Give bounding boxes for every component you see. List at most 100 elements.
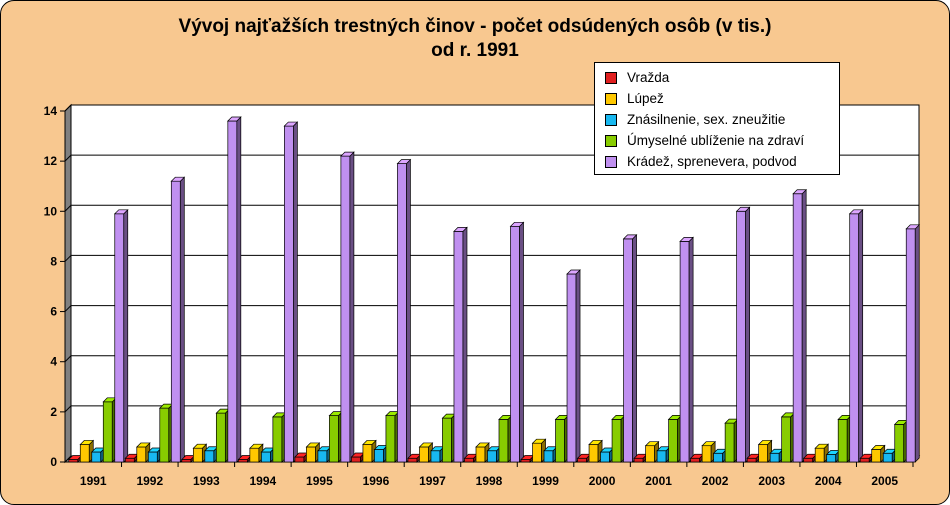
bar-front — [147, 451, 158, 463]
bar-front — [566, 273, 577, 463]
y-tick-label: 2 — [50, 405, 57, 419]
legend-item: Lúpež — [605, 88, 839, 109]
bar — [147, 447, 163, 463]
x-tick-label: 2001 — [645, 474, 672, 488]
legend-swatch — [605, 155, 617, 168]
chart-title: Vývoj najťažších trestných činov - počet… — [1, 15, 949, 63]
legend-swatch — [605, 134, 617, 147]
bar-front — [668, 419, 678, 463]
gridline-depth — [64, 405, 72, 413]
bar-front — [306, 446, 316, 463]
bar-front — [510, 225, 520, 463]
bar — [192, 443, 208, 463]
bar-side — [575, 269, 581, 463]
bar-front — [238, 459, 248, 463]
bar-top — [644, 441, 660, 447]
x-tick-label: 2005 — [871, 474, 898, 488]
bar — [430, 445, 445, 463]
bar-side — [858, 208, 864, 463]
bar-front — [453, 230, 464, 463]
bar — [905, 223, 921, 463]
bar-front — [623, 238, 633, 463]
y-tick-label: 10 — [44, 204, 58, 218]
bar-front — [170, 180, 181, 463]
bar-front — [679, 241, 690, 463]
legend-item: Vražda — [605, 67, 839, 88]
bar-side — [462, 226, 468, 463]
bar-front — [736, 210, 746, 463]
bar-front — [261, 451, 271, 463]
bar-top — [531, 438, 547, 444]
x-tick-label: 2004 — [815, 474, 842, 488]
x-tick-label: 2003 — [758, 474, 785, 488]
bar-front — [882, 452, 893, 463]
bar-front — [419, 446, 429, 463]
bar-top — [622, 234, 638, 240]
x-tick-label: 1994 — [250, 474, 277, 488]
bar-front — [430, 450, 441, 463]
x-tick-label: 1993 — [193, 474, 220, 488]
bar-front — [498, 419, 509, 463]
bar-side — [179, 176, 185, 463]
bar-front — [577, 457, 587, 463]
bar — [475, 442, 490, 463]
bar-side — [801, 188, 807, 463]
bar-front — [374, 449, 384, 463]
bar-front — [769, 452, 780, 463]
bar-top — [870, 445, 886, 450]
bar-top — [79, 440, 95, 445]
bar-front — [600, 451, 610, 463]
bar-front — [204, 450, 215, 463]
bar — [249, 443, 264, 463]
y-tick-label: 14 — [44, 104, 58, 118]
bar — [792, 188, 808, 463]
y-tick-label: 0 — [50, 455, 57, 469]
bar — [486, 445, 502, 463]
bar — [135, 442, 151, 463]
bar-front — [690, 457, 700, 463]
bar — [453, 226, 468, 463]
bar-front — [192, 447, 203, 463]
bar-top — [305, 442, 321, 448]
bar-front — [102, 401, 113, 463]
bar-front — [814, 447, 825, 463]
bar — [825, 449, 841, 463]
bar — [113, 208, 129, 463]
bar — [170, 176, 186, 463]
bar-front — [124, 457, 135, 463]
bar — [158, 403, 174, 463]
bar-front — [520, 459, 531, 463]
bar-front — [91, 451, 102, 463]
bar-top — [679, 237, 694, 242]
gridline-depth — [64, 104, 72, 112]
bar — [656, 445, 671, 463]
bar-front — [475, 446, 486, 463]
bar-front — [181, 459, 192, 463]
bar-front — [68, 459, 79, 463]
bar — [79, 439, 95, 463]
bar-front — [859, 457, 870, 463]
bar — [701, 440, 716, 463]
bar-front — [407, 457, 418, 463]
bar — [373, 444, 389, 463]
x-tick-label: 1998 — [476, 474, 503, 488]
bar — [203, 445, 219, 463]
bar-front — [724, 422, 735, 463]
bar-top — [135, 442, 151, 448]
chart-title-line-2: od r. 1991 — [431, 40, 519, 61]
bar-front — [871, 449, 882, 463]
bar — [407, 453, 422, 463]
bar-front — [362, 444, 373, 463]
bar-front — [272, 416, 283, 463]
bar — [305, 442, 321, 463]
bar — [283, 121, 299, 463]
bar-front — [781, 416, 792, 463]
bar-side — [745, 206, 750, 463]
bar-front — [555, 419, 565, 463]
bar-top — [701, 441, 716, 447]
bar-front — [826, 454, 837, 463]
bar-top — [475, 442, 490, 448]
gridline-depth — [64, 355, 72, 363]
bar — [554, 414, 570, 463]
